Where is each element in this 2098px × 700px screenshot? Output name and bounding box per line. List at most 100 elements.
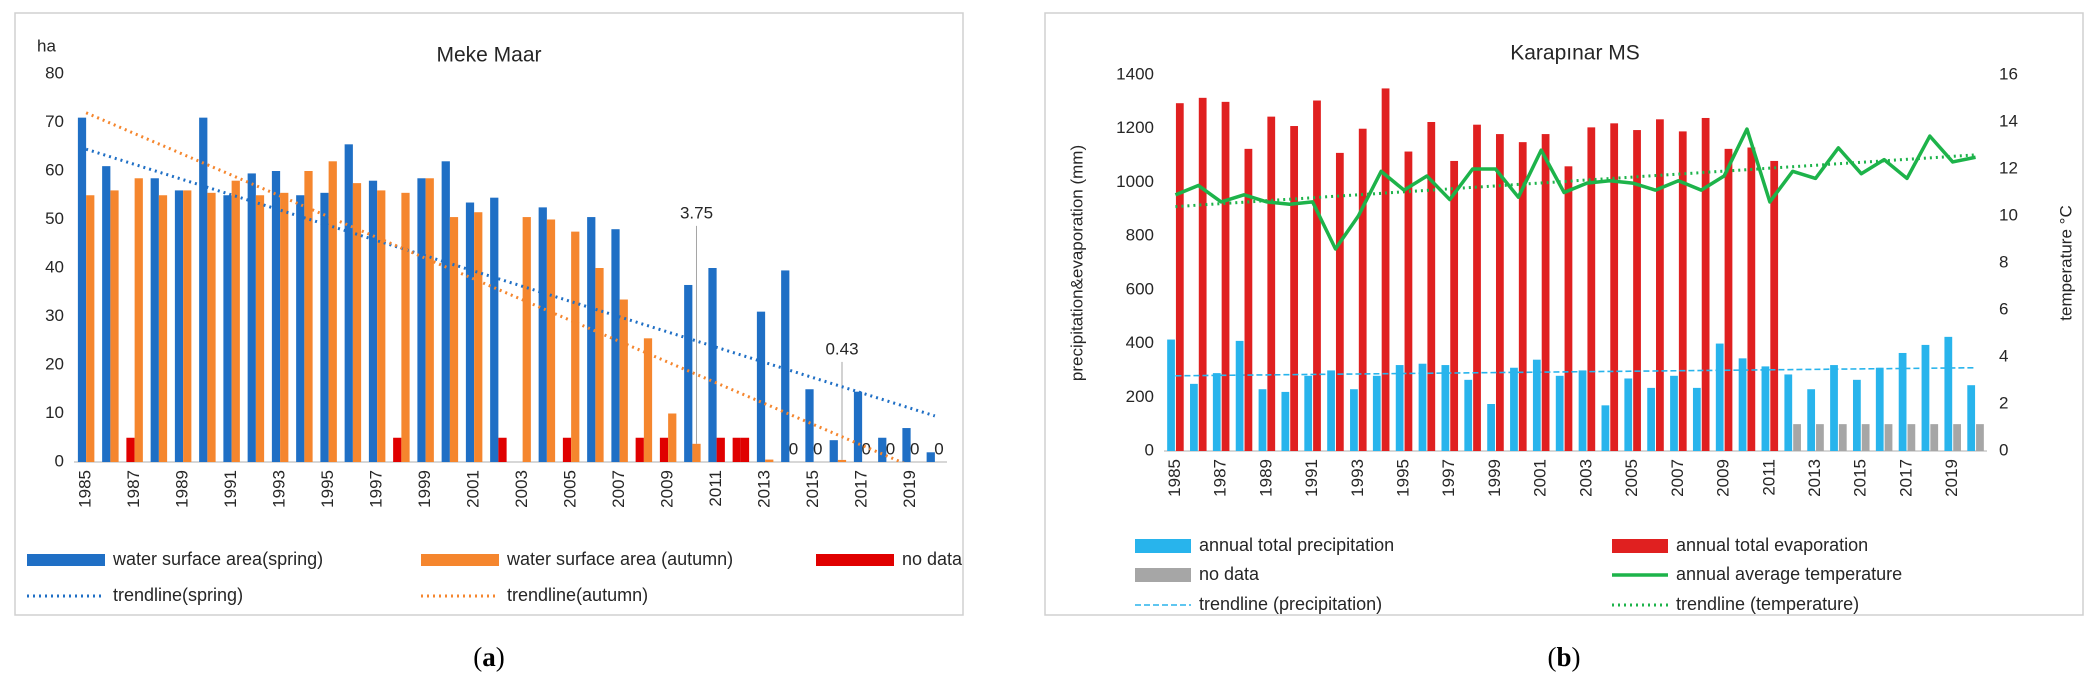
legend-label: annual total precipitation (1199, 535, 1394, 555)
bar (1281, 391, 1290, 451)
bar (635, 437, 644, 462)
bar (150, 178, 159, 462)
x-tick-label: 2017 (1896, 459, 1915, 497)
bar (1350, 389, 1358, 451)
chart-title: Meke Maar (436, 44, 541, 67)
trendline (85, 111, 905, 462)
bar (1715, 343, 1724, 451)
legend-swatch (1135, 568, 1191, 582)
bar (1738, 358, 1747, 451)
bar (1427, 122, 1436, 451)
bar (296, 195, 305, 462)
bar (1587, 127, 1596, 451)
bar (490, 197, 499, 463)
bar (878, 437, 887, 462)
y2-tick-label: 8 (1999, 252, 2008, 271)
bar (102, 166, 111, 462)
bar (377, 190, 386, 462)
bar (1770, 160, 1779, 451)
y2-axis-title: temperature °C (2056, 205, 2075, 320)
x-tick-label: 1985 (76, 470, 95, 508)
bar (781, 270, 790, 462)
bar (199, 117, 208, 463)
legend-label: trendline (precipitation) (1199, 594, 1382, 614)
caption-part: ( (1547, 642, 1556, 672)
y2-tick-label: 10 (1999, 205, 2018, 224)
y-unit: ha (37, 36, 56, 55)
y-tick-label: 0 (1145, 440, 1154, 459)
x-tick-label: 2019 (900, 470, 919, 508)
bar (1395, 365, 1404, 451)
legend-swatch (1135, 539, 1191, 553)
bar (837, 459, 847, 462)
y-tick-label: 600 (1126, 279, 1154, 298)
bar (1884, 424, 1893, 451)
bar (538, 207, 547, 462)
y-tick-label: 80 (45, 63, 64, 82)
bar (1418, 363, 1427, 451)
legend-label: trendline (temperature) (1676, 594, 1859, 614)
bar (1381, 88, 1390, 451)
bar (522, 217, 531, 462)
bar (1976, 424, 1984, 451)
bar (449, 217, 459, 462)
x-tick-label: 2003 (512, 470, 531, 508)
bar (207, 192, 216, 462)
bar (1372, 375, 1381, 451)
bar (417, 178, 426, 462)
legend-label: trendline(spring) (113, 585, 243, 605)
bar (1633, 130, 1641, 452)
bar (1807, 389, 1816, 451)
y-axis-title: precipitation&evaporation (mm) (1067, 145, 1086, 381)
bar (1175, 103, 1184, 451)
x-tick-label: 1991 (1302, 459, 1321, 497)
y2-tick-label: 12 (1999, 158, 2018, 177)
bar (1953, 424, 1961, 451)
y2-tick-label: 2 (1999, 393, 2008, 412)
bar (86, 195, 95, 462)
bar (1404, 151, 1413, 452)
y-tick-label: 1400 (1116, 64, 1154, 83)
x-tick-label: 2007 (609, 470, 628, 508)
x-tick-label: 1999 (415, 470, 434, 508)
bar (643, 338, 653, 462)
bar (1510, 367, 1518, 451)
bar (231, 180, 240, 462)
bar (1701, 117, 1710, 451)
trendline (1175, 366, 1976, 377)
caption-part: ) (496, 642, 505, 672)
bar (1495, 134, 1504, 452)
bar (1167, 339, 1175, 451)
bar (853, 391, 863, 462)
bar (902, 428, 911, 462)
bar (708, 268, 717, 462)
bar (1473, 124, 1481, 451)
x-tick-label: 2015 (803, 470, 822, 508)
data-label: 0 (813, 439, 822, 458)
y2-tick-label: 0 (1999, 440, 2008, 459)
caption-part: a (482, 642, 496, 672)
bar (1235, 340, 1244, 451)
bar (1944, 336, 1953, 451)
bar (1487, 404, 1495, 451)
caption-part: ( (473, 642, 482, 672)
bar (1761, 366, 1770, 451)
data-label: 0 (886, 439, 895, 458)
x-tick-label: 2001 (464, 470, 483, 508)
bar (441, 161, 450, 463)
legend-label: no data (1199, 564, 1260, 584)
bar (271, 171, 281, 462)
bar (498, 437, 507, 462)
bar (571, 231, 580, 462)
bar (1852, 379, 1861, 451)
legend-label: water surface area(spring) (112, 549, 323, 569)
x-tick-label: 2015 (1851, 459, 1870, 497)
bar (77, 117, 87, 463)
legend-label: annual total evaporation (1676, 535, 1868, 555)
bar (134, 178, 143, 462)
bar (1624, 378, 1633, 451)
legend-label: water surface area (autumn) (506, 549, 733, 569)
x-tick-label: 1991 (221, 470, 240, 508)
bar (126, 437, 135, 462)
y2-tick-label: 6 (1999, 299, 2008, 318)
